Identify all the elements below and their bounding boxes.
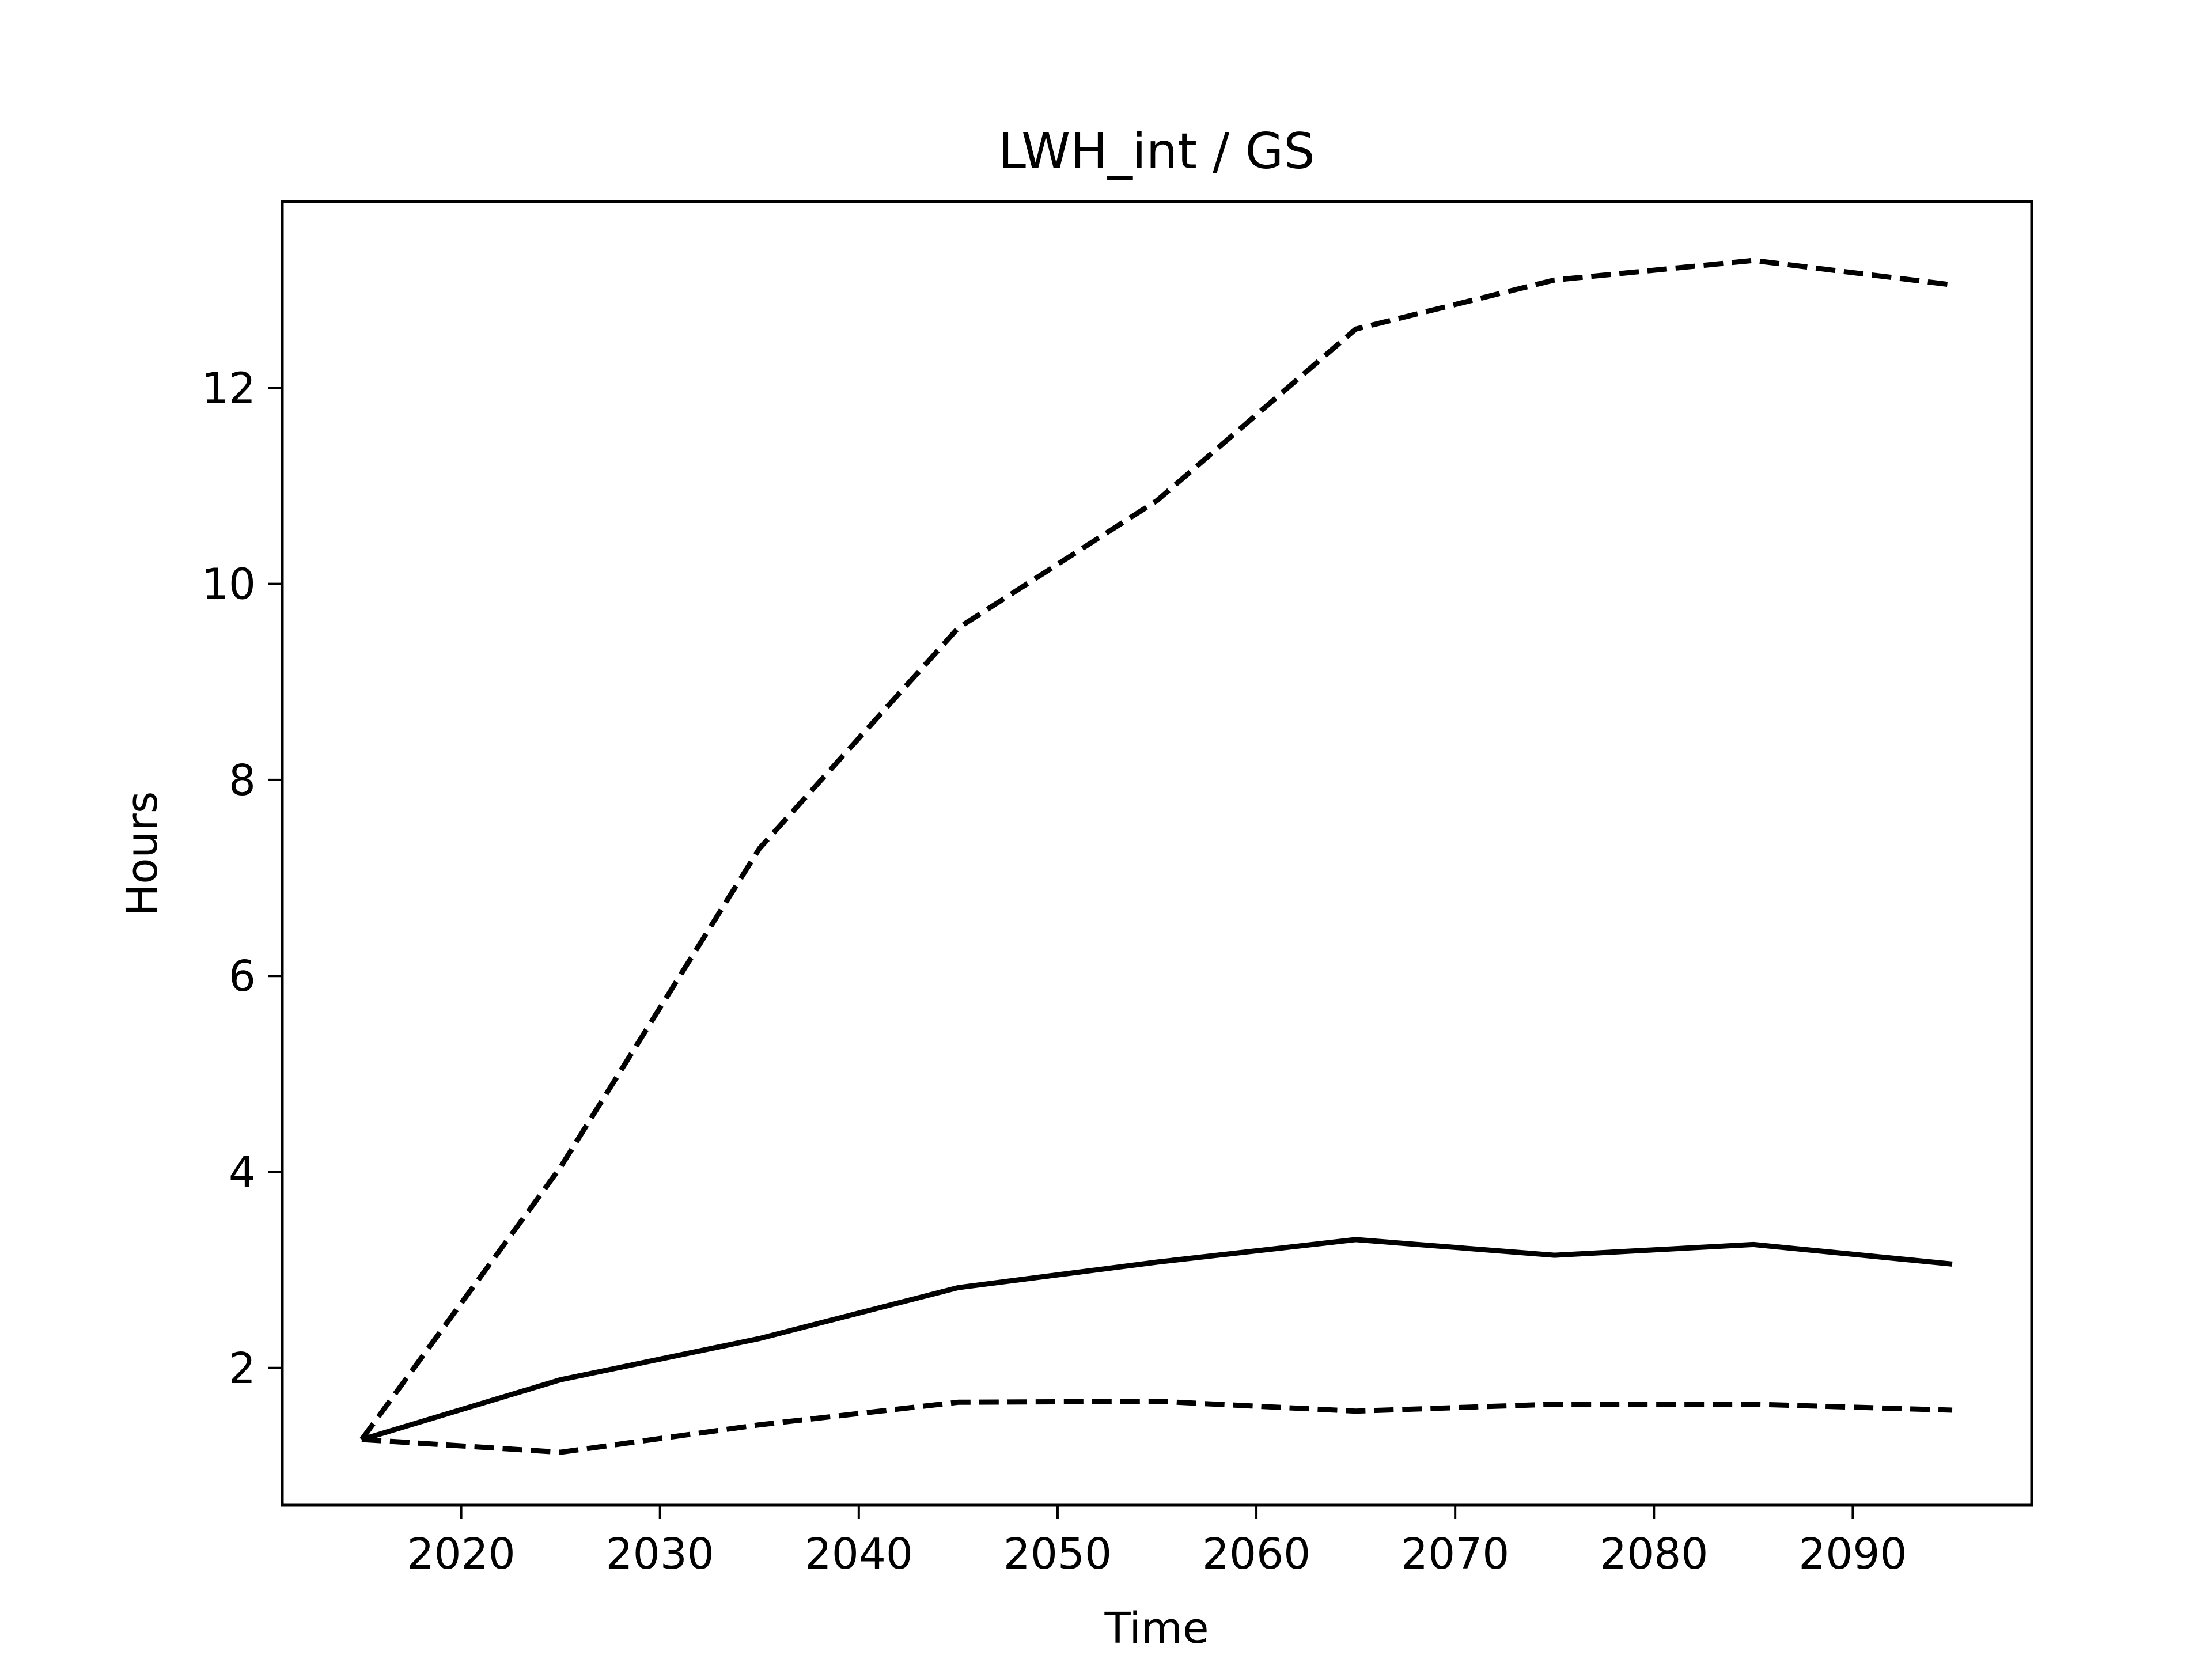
axis-ticks: 2020 2030 2040 2050 2060 2070 2080 2090 2 4 6 8 10 12 bbox=[202, 363, 1907, 1579]
x-tick-label: 2060 bbox=[1202, 1529, 1310, 1579]
series-line-1 bbox=[359, 257, 1953, 1441]
x-tick-label: 2090 bbox=[1798, 1529, 1907, 1579]
y-tick-label: 12 bbox=[202, 363, 256, 413]
y-axis-label: Hours bbox=[118, 791, 167, 916]
y-tick-label: 10 bbox=[202, 560, 256, 609]
y-tick-label: 2 bbox=[229, 1344, 256, 1393]
y-tick-label: 6 bbox=[229, 952, 256, 1001]
x-tick-label: 2020 bbox=[407, 1529, 515, 1579]
chart-title: LWH_int / GS bbox=[998, 123, 1315, 180]
y-tick-label: 8 bbox=[229, 756, 256, 805]
x-tick-label: 2030 bbox=[606, 1529, 714, 1579]
plot-area bbox=[359, 257, 1953, 1455]
series-line-2 bbox=[361, 1237, 1953, 1442]
x-axis-label: Time bbox=[1104, 1604, 1209, 1653]
y-tick-label: 4 bbox=[229, 1147, 256, 1197]
x-tick-label: 2040 bbox=[805, 1529, 913, 1579]
x-tick-label: 2070 bbox=[1401, 1529, 1509, 1579]
series-line-3 bbox=[361, 1399, 1953, 1455]
x-tick-label: 2080 bbox=[1600, 1529, 1708, 1579]
plot-frame bbox=[281, 200, 2033, 1507]
x-tick-label: 2050 bbox=[1003, 1529, 1112, 1579]
